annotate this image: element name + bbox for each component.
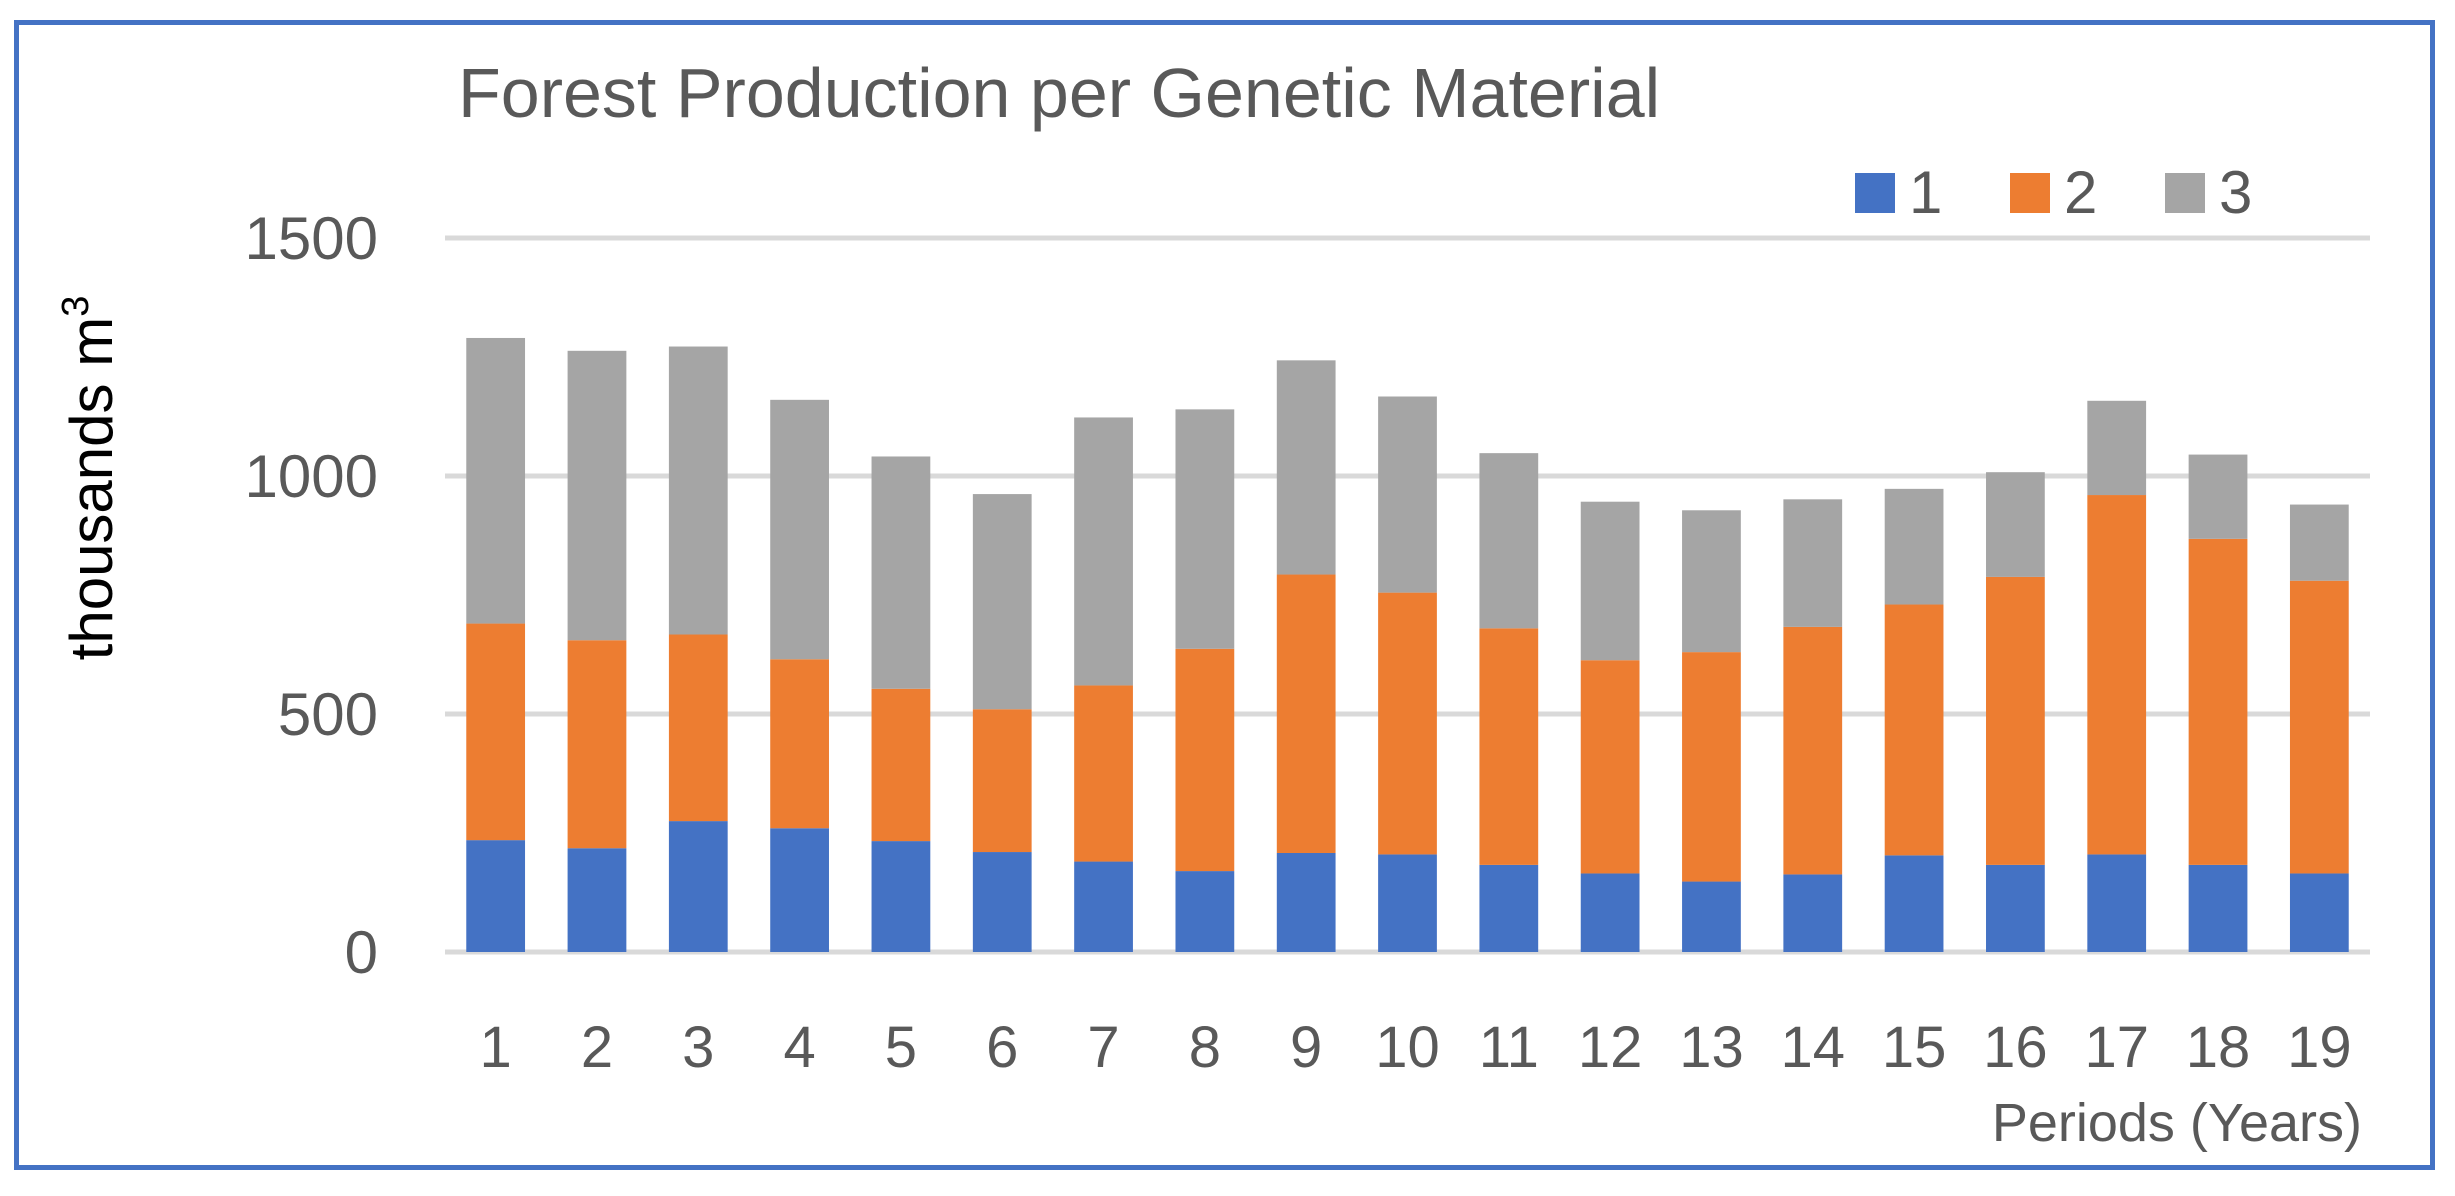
bar-series-3 [770,399,829,660]
x-tick-label: 14 [1781,1015,1846,1080]
x-tick-label: 9 [1290,1015,1322,1080]
bar-series-2 [871,688,931,842]
bar-series-2 [2289,580,2349,874]
bar-series-2 [466,623,526,841]
x-axis-label: Periods (Years) [1992,1093,2362,1153]
bar-series-3 [871,456,931,689]
legend-swatch-3 [2165,173,2205,213]
bar-series-1 [1682,881,1741,952]
x-tick-label: 17 [2084,1015,2149,1080]
y-axis-label-text: thousands m [58,317,125,661]
bar-series-3 [1884,488,1944,605]
legend-swatch-2 [2010,173,2050,213]
y-tick-label: 1000 [245,443,378,510]
bar-series-3 [1682,510,1741,653]
legend: 1 2 3 [1855,159,2252,226]
x-tick-label: 10 [1375,1015,1440,1080]
bar-series-2 [2087,495,2147,855]
bar-series-1 [871,841,931,952]
x-tick-label: 5 [885,1015,917,1080]
x-tick-label: 8 [1189,1015,1221,1080]
legend-swatch-1 [1855,173,1895,213]
x-tick-label: 4 [783,1015,815,1080]
bar-series-1 [2188,864,2248,952]
bar-series-3 [1378,396,1437,593]
bar-series-1 [770,828,829,952]
bar-series-3 [1479,453,1539,629]
x-tick-label: 13 [1679,1015,1744,1080]
y-tick-label: 500 [278,681,378,748]
bar-series-2 [1175,648,1235,872]
bar-series-1 [972,852,1032,952]
x-tick-label: 19 [2287,1015,2352,1080]
bar-series-1 [1378,854,1437,952]
bar-series-3 [1074,417,1133,686]
y-tick-label: 0 [345,919,378,986]
x-tick-label: 18 [2186,1015,2251,1080]
bar-series-3 [668,346,728,635]
bar-series-3 [1276,360,1336,575]
x-tick-label: 16 [1983,1015,2048,1080]
bar-series-1 [1276,852,1336,952]
bar-series-1 [466,840,526,952]
bar-series-2 [1580,660,1640,874]
bar-series-1 [2289,873,2349,952]
x-tick-label: 1 [480,1015,512,1080]
bar-series-2 [567,640,627,849]
bar-series-1 [2087,854,2147,952]
chart-title: Forest Production per Genetic Material [458,54,1660,132]
bar-series-2 [972,709,1032,853]
bar-series-2 [770,659,829,829]
bar-series-3 [1783,499,1843,627]
y-axis-ticks: 0 500 1000 1500 [245,205,378,986]
x-tick-label: 7 [1087,1015,1119,1080]
bar-series-2 [1378,592,1437,855]
bar-series-1 [1783,874,1843,952]
bar-series-2 [1479,628,1539,865]
bar-series-3 [2289,504,2349,581]
y-axis-label-superscript: 3 [55,296,97,317]
x-tick-label: 11 [1479,1015,1539,1080]
bar-series-2 [1074,685,1133,862]
bar-series-1 [668,821,728,952]
legend-label-1: 1 [1909,159,1942,226]
bar-series-1 [1175,871,1235,952]
bar-series-2 [1276,574,1336,853]
legend-label-2: 2 [2064,159,2097,226]
bar-series-1 [567,848,627,952]
x-tick-label: 12 [1578,1015,1643,1080]
bar-series-2 [1986,576,2045,865]
bar-series-2 [1783,626,1843,875]
bar-series-1 [1986,864,2045,952]
bar-series-3 [1986,472,2045,577]
bars [466,337,2349,952]
bar-series-1 [1884,855,1944,952]
x-tick-label: 15 [1882,1015,1947,1080]
y-tick-label: 1500 [245,205,378,272]
x-tick-label: 3 [682,1015,714,1080]
x-tick-label: 2 [581,1015,613,1080]
bar-series-3 [2188,454,2248,539]
x-axis-ticks: 1 2 3 4 5 6 7 8 9 10 11 12 13 14 15 16 17 18 19 [480,1015,2352,1080]
bar-series-3 [2087,400,2147,496]
bar-series-3 [1175,409,1235,649]
bar-series-3 [972,494,1032,710]
bar-series-2 [1682,652,1741,882]
bar-series-2 [668,634,728,822]
x-tick-label: 6 [986,1015,1018,1080]
bar-series-1 [1580,873,1640,952]
bar-series-1 [1479,864,1539,952]
bar-series-1 [1074,861,1133,952]
bar-series-3 [466,337,526,624]
bar-series-2 [2188,538,2248,865]
y-axis-label: thousands m3 [55,296,125,661]
bar-series-2 [1884,604,1944,856]
bar-series-3 [1580,501,1640,661]
legend-label-3: 3 [2219,159,2252,226]
bar-series-3 [567,350,627,641]
